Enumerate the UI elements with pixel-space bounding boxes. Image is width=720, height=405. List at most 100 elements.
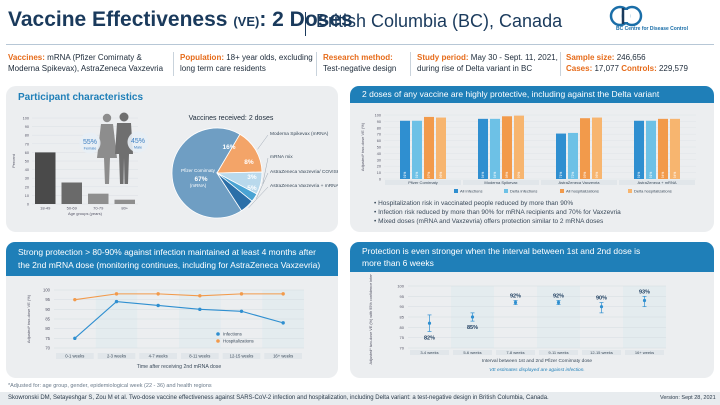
- protection-title-line1: Strong protection > 80-90% against infec…: [18, 247, 316, 257]
- interval-category-bg: [582, 350, 621, 355]
- female-label: Female: [84, 147, 97, 151]
- two-dose-bar: [478, 118, 488, 179]
- vaccines-text-2: Moderna Spikevax), AstraZeneca Vaxzevria: [8, 64, 164, 73]
- two-dose-bar: [568, 132, 578, 179]
- pie-label-pfizer-1: Pfizer Comirnaty: [181, 168, 216, 173]
- two-dose-value-label: 98%: [505, 172, 509, 179]
- age-ylabel: Percent: [11, 153, 16, 168]
- two-dose-bar: [424, 116, 434, 179]
- age-ytick: 0: [27, 203, 29, 207]
- age-category-label: 70-79: [93, 206, 104, 211]
- interval-category-label: 7-8 weeks: [506, 350, 524, 355]
- age-ytick: 20: [25, 185, 29, 189]
- population-text-1: 18+ year olds, excluding: [226, 53, 313, 62]
- legend-swatch: [628, 189, 632, 193]
- two-dose-value-label: 71%: [559, 172, 563, 179]
- protection-point: [73, 336, 77, 341]
- two-dose-bar: [592, 117, 602, 179]
- age-category-label: 18-49: [40, 206, 51, 211]
- legend-swatch: [454, 189, 458, 193]
- pie-leader-line: [262, 157, 269, 184]
- protection-point: [281, 292, 285, 296]
- two-dose-ytick: 10: [377, 171, 381, 175]
- two-dose-value-label: 96%: [595, 172, 599, 179]
- two-dose-ytick: 50: [377, 146, 381, 150]
- interval-point: [642, 298, 647, 303]
- two-dose-bar: [436, 117, 446, 179]
- participant-charts: 0 10 20 30 40 50 60 70 80 90 100 Percent 18-49 50-69 7…: [11, 112, 338, 219]
- protection-category-bg: [222, 353, 261, 359]
- pie-value-label: 67%: [194, 176, 207, 183]
- male-pct-circle: [127, 131, 149, 153]
- two-dose-value-label: 91%: [649, 172, 653, 179]
- info-method: Research method: Test-negative design: [323, 52, 396, 74]
- pie-side-label: AstraZeneca Vaxzevria/ COVISHIELD: [270, 169, 338, 175]
- age-ytick: 40: [25, 168, 29, 172]
- interval-point: [556, 300, 561, 305]
- period-text-1: May 30 - Sept. 11, 2021,: [470, 53, 558, 62]
- interval-point: [599, 305, 604, 309]
- interval-ytick: 70: [400, 346, 405, 351]
- two-dose-ytick: 100: [375, 114, 381, 118]
- protection-point: [114, 292, 119, 296]
- protection-point: [239, 292, 244, 296]
- bccdc-logo: [609, 5, 643, 27]
- interval-point: [470, 315, 475, 319]
- pie-side-label: AstraZeneca Vaxzevria + mRNA: [270, 183, 338, 189]
- interval-value-label: 85%: [467, 325, 478, 331]
- pie-leader-line: [248, 186, 269, 208]
- protection-legend-marker: [216, 339, 220, 343]
- two-dose-ylabel: Adjusted* two-dose VE (%): [360, 122, 365, 171]
- two-dose-value-label: 94%: [493, 172, 497, 179]
- logo-text: BC Centre for Disease Control: [616, 26, 688, 32]
- protection-category-label: 4-7 weeks: [149, 354, 168, 359]
- legend-label: All hospitalizations: [566, 189, 599, 194]
- interval-category-label: 12-15 weeks: [590, 350, 613, 355]
- population-label: Population:: [180, 53, 224, 62]
- legend-label: All infections: [460, 189, 482, 194]
- interval-ylabel: Adjusted* two-dose VE (%) with 95% confi…: [369, 274, 373, 364]
- footnote: *Adjusted for: age group, gender, epidem…: [8, 383, 212, 389]
- cases-value: 17,077: [594, 64, 619, 73]
- pie-side-label: mRNA mix: [270, 154, 293, 160]
- age-ytick: 100: [23, 117, 29, 121]
- age-bar: [61, 182, 82, 204]
- version: Version: Sept 28, 2021: [660, 395, 716, 401]
- title-text: Vaccine Effectiveness: [8, 8, 228, 31]
- vaccines-label: Vaccines:: [8, 53, 45, 62]
- method-label: Research method:: [323, 53, 393, 62]
- info-divider: [316, 52, 317, 76]
- info-sample: Sample size: 246,656 Cases: 17,077 Contr…: [566, 52, 688, 74]
- protection-category-bg: [56, 353, 94, 359]
- interval-category-bg: [539, 350, 578, 355]
- pie-value-label: 3%: [247, 174, 257, 181]
- protection-point: [156, 303, 160, 308]
- participant-panel-title: Participant characteristics: [18, 92, 144, 103]
- pie-leader-line: [257, 134, 269, 150]
- two-dose-category-label: AstraZeneca Vaxzevria: [558, 180, 600, 185]
- page-title: Vaccine Effectiveness (VE): 2 Doses: [8, 8, 353, 32]
- protection-point: [281, 321, 285, 325]
- age-xlabel: Age groups (years): [68, 211, 103, 216]
- participant-panel: [6, 86, 338, 232]
- protection-ytick: 80: [45, 326, 50, 331]
- protection-category-bg: [264, 353, 302, 359]
- protection-xlabel: Time after receiving 2nd mRNA dose: [137, 364, 222, 370]
- age-category-label: 50-69: [67, 206, 78, 211]
- interval-category-bg: [410, 350, 449, 355]
- info-vaccines: Vaccines: mRNA (Pfizer Comirnaty & Moder…: [8, 52, 163, 74]
- two-dose-bar: [658, 118, 668, 179]
- two-dose-value-label: 91%: [637, 172, 641, 179]
- two-dose-value-label: 99%: [517, 172, 521, 179]
- citation: Skowronski DM, Setayeshgar S, Zou M et a…: [8, 395, 549, 401]
- info-divider: [410, 52, 411, 76]
- period-text-2: during rise of Delta variant in BC: [417, 64, 533, 73]
- pie-label-pfizer-2: (mRNA): [190, 183, 207, 188]
- two-dose-category-label: AstraZeneca + mRNA: [637, 180, 676, 185]
- two-dose-bar: [634, 120, 644, 179]
- method-text: Test-negative design: [323, 64, 397, 73]
- two-dose-value-label: 94%: [481, 172, 485, 179]
- interval-category-bg: [453, 350, 492, 355]
- interval-ytick: 75: [400, 335, 405, 340]
- bullet-1-text: Hospitalization risk in vaccinated peopl…: [378, 200, 574, 207]
